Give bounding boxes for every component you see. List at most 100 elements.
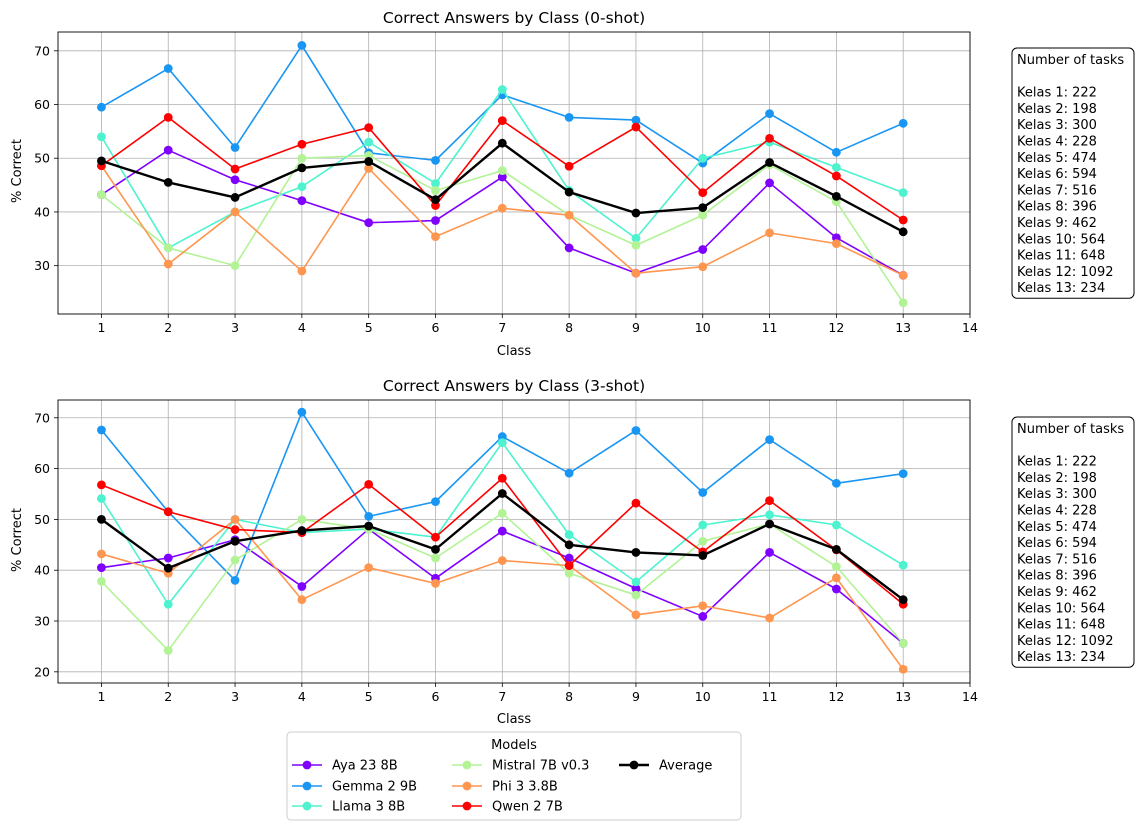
point-gemma-2-9b-9 [631, 115, 641, 125]
task-count-5: Kelas 5: 474 [1017, 520, 1097, 535]
point-aya-23-8b-4 [297, 196, 307, 206]
point-phi-3-3-8b-4 [297, 595, 307, 605]
y-tick-label-40: 40 [34, 563, 50, 578]
legend-entry-aya-23-8b: Aya 23 8B [292, 759, 398, 774]
task-count-10: Kelas 10: 564 [1017, 232, 1105, 247]
y-tick-label-70: 70 [34, 410, 50, 425]
task-count-1: Kelas 1: 222 [1017, 455, 1097, 470]
point-qwen-2-7b-13 [898, 215, 908, 225]
point-qwen-2-7b-4 [297, 139, 307, 149]
y-axis-label-0shot: % Correct [10, 139, 25, 203]
x-tick-label-8: 8 [565, 320, 573, 335]
point-average-10 [698, 203, 708, 213]
point-llama-3-8b-12 [831, 162, 841, 172]
legend-label-mistral-7b-v0-3: Mistral 7B v0.3 [492, 759, 589, 774]
x-tick-label-2: 2 [164, 689, 172, 704]
point-gemma-2-9b-7 [497, 432, 507, 441]
point-phi-3-3-8b-10 [698, 601, 708, 611]
point-average-6 [431, 544, 440, 554]
series-average-3shot [97, 489, 908, 605]
y-tick-label-60: 60 [34, 97, 50, 112]
point-average-2 [163, 178, 173, 187]
x-tick-label-9: 9 [632, 689, 640, 704]
point-average-7 [497, 138, 507, 148]
point-qwen-2-7b-2 [163, 113, 173, 122]
x-tick-label-1: 1 [97, 320, 105, 335]
point-llama-3-8b-9 [631, 577, 641, 587]
point-average-1 [97, 514, 106, 524]
point-qwen-2-7b-11 [765, 133, 774, 143]
x-tick-label-6: 6 [432, 320, 440, 335]
x-tick-label-13: 13 [895, 689, 911, 704]
y-tick-label-50: 50 [34, 512, 50, 527]
x-tick-label-14: 14 [962, 689, 978, 704]
point-gemma-2-9b-13 [898, 469, 908, 479]
point-average-3 [230, 536, 240, 546]
point-phi-3-3-8b-12 [831, 239, 841, 249]
x-tick-label-5: 5 [365, 320, 373, 335]
task-count-10: Kelas 10: 564 [1017, 601, 1105, 616]
point-aya-23-8b-11 [765, 548, 774, 557]
point-average-8 [564, 187, 574, 197]
point-aya-23-8b-8 [564, 243, 574, 253]
point-qwen-2-7b-7 [497, 473, 507, 483]
point-mistral-7b-v0-3-2 [163, 646, 173, 655]
point-qwen-2-7b-12 [831, 171, 841, 181]
point-aya-23-8b-12 [831, 584, 841, 594]
point-phi-3-3-8b-11 [765, 613, 774, 623]
point-gemma-2-9b-6 [431, 497, 440, 507]
point-qwen-2-7b-5 [364, 123, 374, 133]
x-tick-label-6: 6 [432, 689, 440, 704]
legend-marker-llama-3-8b [302, 801, 312, 811]
legend-label-aya-23-8b: Aya 23 8B [332, 759, 398, 774]
point-llama-3-8b-5 [364, 137, 374, 147]
point-mistral-7b-v0-3-6 [431, 186, 440, 195]
point-qwen-2-7b-3 [230, 164, 240, 174]
legend-entry-mistral-7b-v0-3: Mistral 7B v0.3 [452, 759, 589, 774]
task-count-6: Kelas 6: 594 [1017, 536, 1097, 551]
task-count-3: Kelas 3: 300 [1017, 487, 1097, 502]
point-gemma-2-9b-8 [564, 113, 574, 122]
legend-label-llama-3-8b: Llama 3 8B [332, 800, 405, 815]
point-average-10 [698, 551, 708, 560]
task-box-title: Number of tasks [1017, 422, 1124, 437]
point-average-3 [230, 193, 240, 202]
legend-entry-phi-3-3-8b: Phi 3 3.8B [452, 780, 558, 795]
point-phi-3-3-8b-3 [230, 514, 240, 524]
point-gemma-2-9b-11 [765, 109, 774, 119]
point-llama-3-8b-2 [163, 599, 173, 609]
legend-entry-llama-3-8b: Llama 3 8B [292, 800, 405, 815]
point-phi-3-3-8b-7 [497, 556, 507, 565]
x-tick-label-7: 7 [498, 320, 506, 335]
point-average-6 [431, 195, 440, 204]
point-aya-23-8b-3 [230, 175, 240, 185]
task-count-7: Kelas 7: 516 [1017, 183, 1097, 198]
point-mistral-7b-v0-3-6 [431, 553, 440, 563]
x-tick-label-3: 3 [231, 320, 239, 335]
task-count-4: Kelas 4: 228 [1017, 135, 1097, 150]
point-mistral-7b-v0-3-12 [831, 562, 841, 572]
task-box-frame [1011, 47, 1135, 299]
x-tick-label-14: 14 [962, 320, 978, 335]
plot-frame-0shot [57, 31, 971, 315]
point-qwen-2-7b-9 [631, 122, 641, 132]
x-tick-label-1: 1 [97, 689, 105, 704]
point-gemma-2-9b-3 [230, 575, 240, 585]
point-llama-3-8b-9 [631, 233, 641, 243]
point-average-1 [97, 156, 106, 166]
point-llama-3-8b-7 [497, 85, 507, 94]
point-mistral-7b-v0-3-10 [698, 210, 708, 220]
point-qwen-2-7b-2 [163, 507, 173, 517]
point-gemma-2-9b-2 [163, 64, 173, 73]
point-gemma-2-9b-10 [698, 488, 708, 497]
point-mistral-7b-v0-3-7 [497, 166, 507, 175]
x-tick-label-12: 12 [828, 689, 844, 704]
task-count-5: Kelas 5: 474 [1017, 151, 1097, 166]
y-tick-label-70: 70 [34, 43, 50, 58]
x-tick-label-12: 12 [828, 320, 844, 335]
task-count-12: Kelas 12: 1092 [1017, 634, 1114, 649]
point-mistral-7b-v0-3-1 [97, 576, 106, 586]
point-mistral-7b-v0-3-8 [564, 568, 574, 578]
task-count-13: Kelas 13: 234 [1017, 650, 1105, 665]
